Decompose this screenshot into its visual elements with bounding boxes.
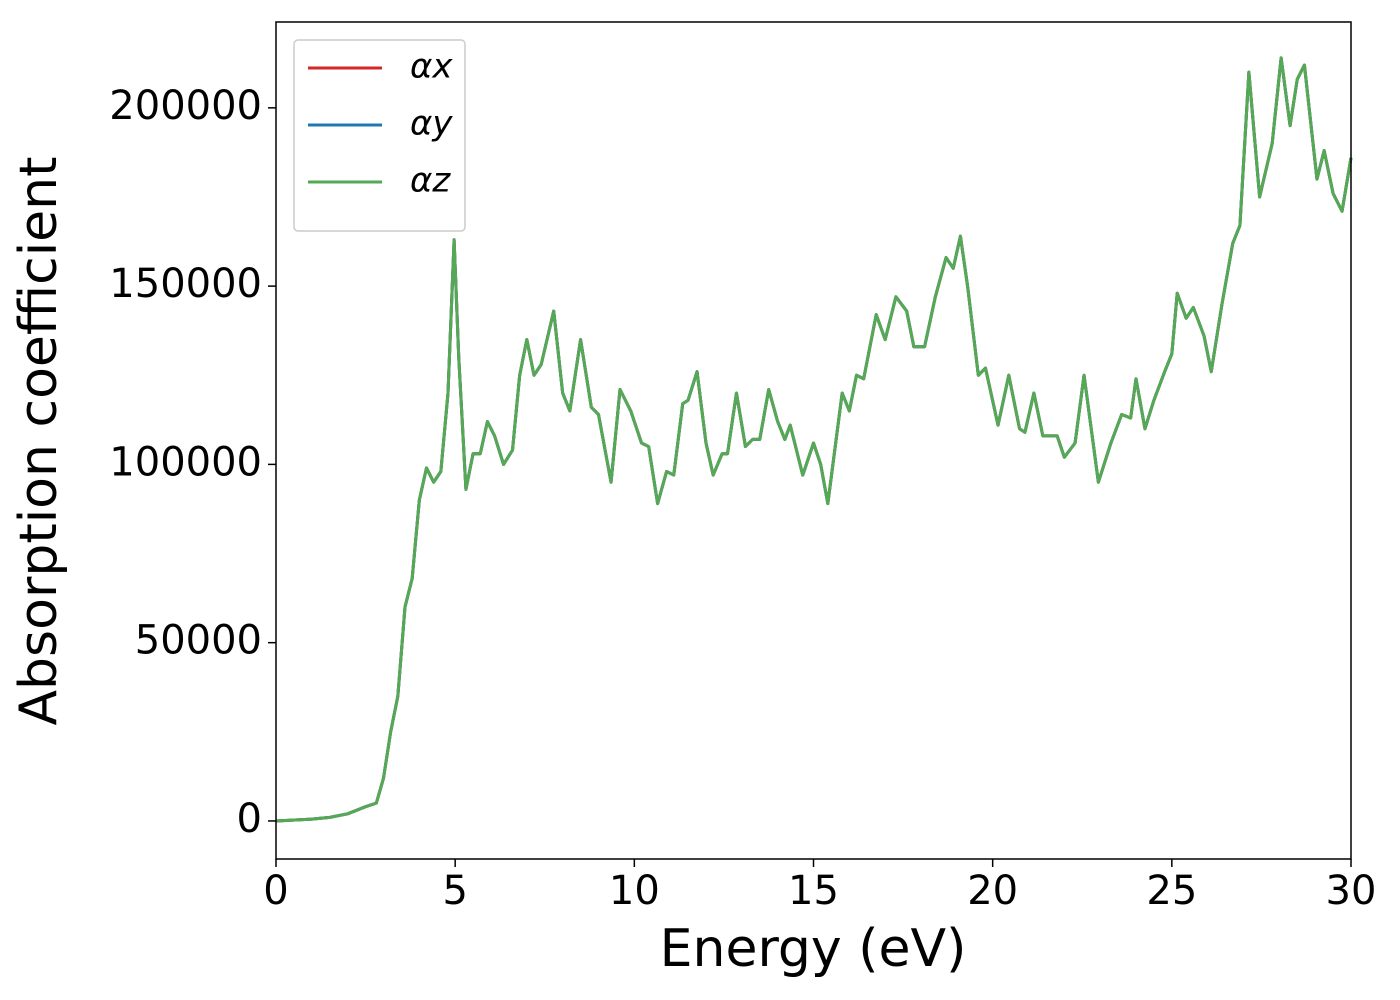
data-line xyxy=(275,56,1353,823)
x-tick-label: 25 xyxy=(1146,868,1197,914)
x-axis-label: Energy (eV) xyxy=(660,919,967,979)
y-tick-label: 100000 xyxy=(109,439,262,485)
x-tick-label: 10 xyxy=(609,868,660,914)
y-tick-label: 0 xyxy=(237,796,262,842)
legend-label: αx xyxy=(410,47,453,87)
legend-label: αz xyxy=(410,161,451,201)
y-tick-label: 200000 xyxy=(109,83,262,129)
x-tick-label: 5 xyxy=(442,868,467,914)
y-tick-label: 150000 xyxy=(109,261,262,307)
x-tick-label: 20 xyxy=(967,868,1018,914)
legend-label: αy xyxy=(410,104,453,144)
x-tick-label: 15 xyxy=(788,868,839,914)
y-axis-label: Absorption coefficient xyxy=(9,156,69,725)
x-tick-label: 0 xyxy=(263,868,288,914)
x-tick-label: 30 xyxy=(1326,868,1377,914)
y-tick-label: 50000 xyxy=(135,618,262,664)
